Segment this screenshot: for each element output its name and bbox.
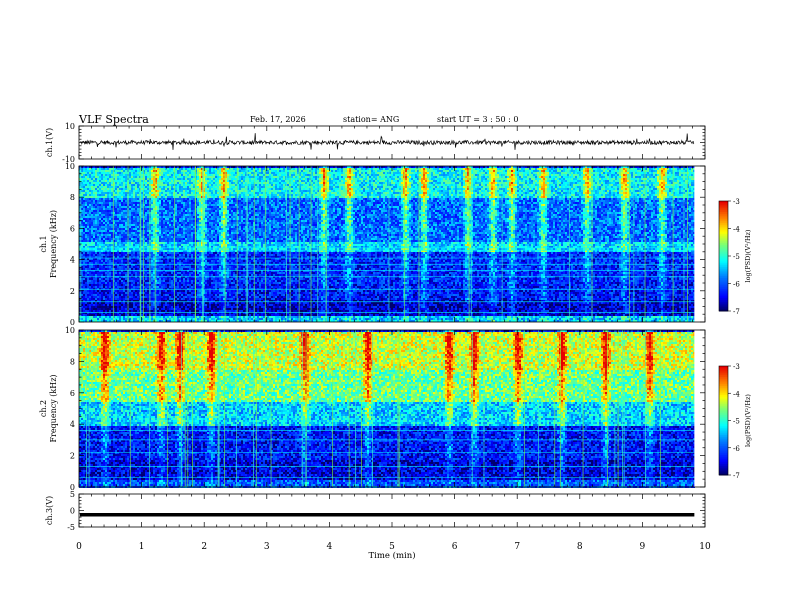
colorbar-tick-label: -7 bbox=[733, 308, 740, 316]
x-tick-label: 0 bbox=[76, 542, 82, 552]
y-tick-label: 10 bbox=[65, 162, 75, 171]
x-tick-label: 4 bbox=[327, 542, 333, 552]
ch2-spectrogram bbox=[79, 330, 695, 488]
y-tick-label: 2 bbox=[70, 452, 75, 461]
y-tick-label: 8 bbox=[70, 357, 75, 366]
y-tick-label: -10 bbox=[62, 155, 75, 164]
chart-title: VLF Spectra bbox=[79, 113, 149, 126]
colorbar-tick-label: -5 bbox=[733, 418, 740, 426]
y-tick-label: 10 bbox=[65, 122, 75, 131]
y-tick-label: 5 bbox=[70, 490, 75, 499]
y-tick-label: 0 bbox=[70, 507, 75, 516]
colorbar-tick-label: -6 bbox=[733, 445, 740, 453]
start-time-label: start UT = 3 : 50 : 0 bbox=[437, 115, 518, 124]
x-axis-label: Time (min) bbox=[368, 550, 415, 561]
y-tick-label: 4 bbox=[70, 256, 75, 265]
y-tick-label: 0 bbox=[70, 318, 75, 327]
ch1-ylabel: Frequency (kHz) bbox=[49, 210, 58, 278]
x-tick-label: 8 bbox=[577, 542, 583, 552]
x-tick-label: 3 bbox=[264, 542, 270, 552]
ch2-ylabel: Frequency (kHz) bbox=[49, 374, 58, 442]
ch2-colorbar-label: log(PSD)(V²/Hz) bbox=[744, 394, 752, 447]
y-tick-label: 6 bbox=[70, 224, 75, 233]
ch1-spectrogram bbox=[79, 166, 695, 322]
x-tick-label: 1 bbox=[139, 542, 145, 552]
y-tick-label: 4 bbox=[70, 420, 75, 429]
colorbar-tick-label: -4 bbox=[733, 390, 740, 398]
x-tick-label: 10 bbox=[699, 542, 711, 552]
ch1-waveform-line bbox=[79, 133, 695, 150]
colorbar-tick-label: -7 bbox=[733, 472, 740, 480]
station-label: station= ANG bbox=[343, 115, 399, 124]
y-tick-label: -5 bbox=[67, 523, 75, 532]
date-label: Feb. 17, 2026 bbox=[250, 115, 306, 124]
x-tick-label: 9 bbox=[640, 542, 646, 552]
ch2-channel-label: ch.2 bbox=[39, 400, 48, 417]
y-tick-label: 0 bbox=[70, 483, 75, 492]
x-tick-label: 7 bbox=[514, 542, 520, 552]
y-tick-label: 2 bbox=[70, 287, 75, 296]
ch3-waveform-frame bbox=[78, 493, 706, 528]
colorbar-tick-label: -4 bbox=[733, 226, 740, 234]
colorbar-tick-label: -3 bbox=[733, 363, 740, 371]
ch1-ylabel: ch.1(V) bbox=[45, 128, 54, 157]
colorbar-tick-label: -5 bbox=[733, 253, 740, 261]
colorbar-tick-label: -6 bbox=[733, 281, 740, 289]
ch1-colorbar-label: log(PSD)(V²/Hz) bbox=[744, 229, 752, 282]
ch1-channel-label: ch.1 bbox=[39, 235, 48, 252]
x-tick-label: 2 bbox=[201, 542, 207, 552]
colorbar-tick-label: -3 bbox=[733, 198, 740, 206]
y-tick-label: 6 bbox=[70, 389, 75, 398]
y-tick-label: 8 bbox=[70, 193, 75, 202]
x-tick-label: 5 bbox=[389, 542, 395, 552]
y-tick-label: 10 bbox=[65, 326, 75, 335]
ch3-ylabel: ch.3(V) bbox=[45, 496, 54, 525]
x-tick-label: 6 bbox=[452, 542, 458, 552]
